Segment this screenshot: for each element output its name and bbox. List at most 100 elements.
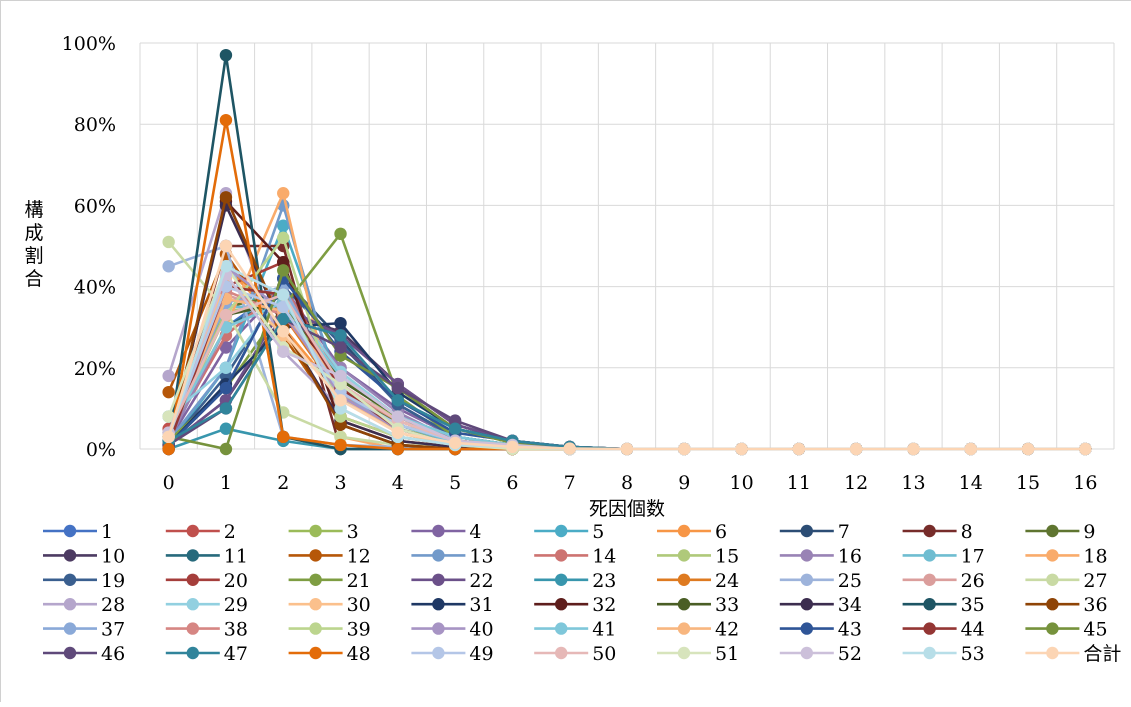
legend-item: 41 bbox=[534, 619, 616, 641]
legend-item: 30 bbox=[288, 594, 371, 616]
data-point bbox=[277, 325, 290, 338]
data-point bbox=[219, 260, 233, 273]
data-point bbox=[391, 426, 405, 439]
x-tick-label: 0 bbox=[163, 472, 175, 494]
data-point bbox=[162, 410, 175, 423]
legend-item: 27 bbox=[1025, 570, 1108, 592]
legend-swatch-marker bbox=[186, 549, 199, 562]
legend-swatch-marker bbox=[1046, 646, 1059, 660]
data-point bbox=[277, 345, 290, 358]
legend-item: 12 bbox=[288, 545, 371, 567]
legend-swatch-marker bbox=[1046, 573, 1059, 586]
legend-label: 20 bbox=[224, 570, 248, 592]
legend-item: 51 bbox=[657, 643, 739, 665]
data-point bbox=[391, 410, 405, 423]
legend-label: 15 bbox=[715, 545, 739, 567]
legend-label: 6 bbox=[715, 521, 727, 543]
legend-swatch-marker bbox=[800, 646, 813, 660]
data-point bbox=[277, 430, 290, 444]
legend-item: 6 bbox=[657, 521, 727, 543]
legend-label: 16 bbox=[838, 545, 862, 567]
legend-swatch-marker bbox=[1046, 524, 1059, 538]
legend-label: 50 bbox=[592, 643, 616, 665]
legend-item: 47 bbox=[165, 643, 248, 665]
data-point bbox=[277, 219, 290, 232]
legend-swatch-marker bbox=[677, 598, 691, 611]
y-tick-label: 20% bbox=[74, 358, 116, 380]
data-point bbox=[219, 191, 233, 204]
legend-item: 31 bbox=[411, 594, 494, 616]
data-point bbox=[391, 442, 405, 456]
legend-swatch-marker bbox=[63, 524, 77, 538]
legend-item: 10 bbox=[43, 545, 125, 567]
legend-item: 40 bbox=[411, 619, 494, 641]
data-point bbox=[964, 442, 977, 456]
legend-label: 2 bbox=[224, 521, 236, 543]
data-point bbox=[678, 442, 691, 456]
legend-label: 40 bbox=[469, 619, 493, 641]
data-point bbox=[334, 438, 347, 452]
legend-label: 4 bbox=[469, 521, 481, 543]
data-point bbox=[162, 260, 175, 273]
legend-item: 7 bbox=[779, 521, 850, 543]
legend-swatch-marker bbox=[63, 646, 77, 660]
legend-label: 32 bbox=[592, 594, 616, 616]
legend-item: 9 bbox=[1025, 521, 1095, 543]
legend-label: 45 bbox=[1083, 619, 1107, 641]
data-point bbox=[219, 308, 233, 322]
x-tick-label: 1 bbox=[220, 472, 232, 494]
legend-item: 2 bbox=[165, 521, 236, 543]
data-point bbox=[219, 113, 233, 127]
data-point bbox=[162, 235, 175, 249]
data-point bbox=[849, 442, 863, 456]
legend-swatch-marker bbox=[309, 622, 322, 635]
legend-label: 9 bbox=[1083, 521, 1095, 543]
legend-swatch-marker bbox=[677, 622, 691, 635]
legend-swatch-marker bbox=[555, 573, 568, 586]
x-tick-label: 15 bbox=[1016, 472, 1040, 494]
legend-item: 5 bbox=[534, 521, 604, 543]
x-tick-label: 7 bbox=[564, 472, 576, 494]
legend-item: 35 bbox=[902, 594, 985, 616]
legend-item: 49 bbox=[411, 643, 494, 665]
legend-label: 3 bbox=[347, 521, 359, 543]
legend-swatch-marker bbox=[432, 549, 445, 562]
x-tick-label: 4 bbox=[392, 472, 404, 494]
legend-swatch-marker bbox=[923, 598, 936, 611]
legend-swatch-marker bbox=[677, 549, 691, 562]
legend-swatch-marker bbox=[1046, 598, 1059, 611]
legend-item: 16 bbox=[779, 545, 862, 567]
data-point bbox=[792, 442, 806, 456]
legend-swatch-marker bbox=[432, 573, 445, 586]
legend-swatch-marker bbox=[432, 622, 445, 635]
data-point bbox=[162, 385, 175, 399]
data-point bbox=[334, 369, 347, 383]
legend-swatch-marker bbox=[923, 573, 936, 586]
legend-swatch-marker bbox=[555, 598, 568, 611]
series-line bbox=[167, 53, 1086, 451]
legend-swatch-marker bbox=[63, 598, 77, 611]
data-point bbox=[391, 381, 405, 395]
x-tick-label: 16 bbox=[1073, 472, 1097, 494]
legend-item: 4 bbox=[411, 521, 481, 543]
legend-label: 18 bbox=[1083, 545, 1107, 567]
legend-swatch-marker bbox=[186, 646, 199, 660]
legend-swatch-marker bbox=[186, 622, 199, 635]
data-point bbox=[563, 442, 576, 455]
legend-label: 12 bbox=[347, 545, 371, 567]
legend-label: 8 bbox=[961, 521, 973, 543]
x-tick-label: 11 bbox=[787, 472, 811, 494]
legend-item: 11 bbox=[165, 545, 248, 567]
data-point bbox=[162, 430, 175, 444]
legend-swatch-marker bbox=[923, 524, 936, 538]
x-tick-label: 13 bbox=[901, 472, 925, 494]
legend-item: 20 bbox=[165, 570, 248, 592]
legend-label: 21 bbox=[347, 570, 371, 592]
legend-label: 27 bbox=[1083, 570, 1107, 592]
legend-swatch-marker bbox=[555, 524, 568, 538]
legend-item: 8 bbox=[902, 521, 973, 543]
legend-swatch-marker bbox=[677, 524, 691, 538]
legend-label: 38 bbox=[224, 619, 248, 641]
